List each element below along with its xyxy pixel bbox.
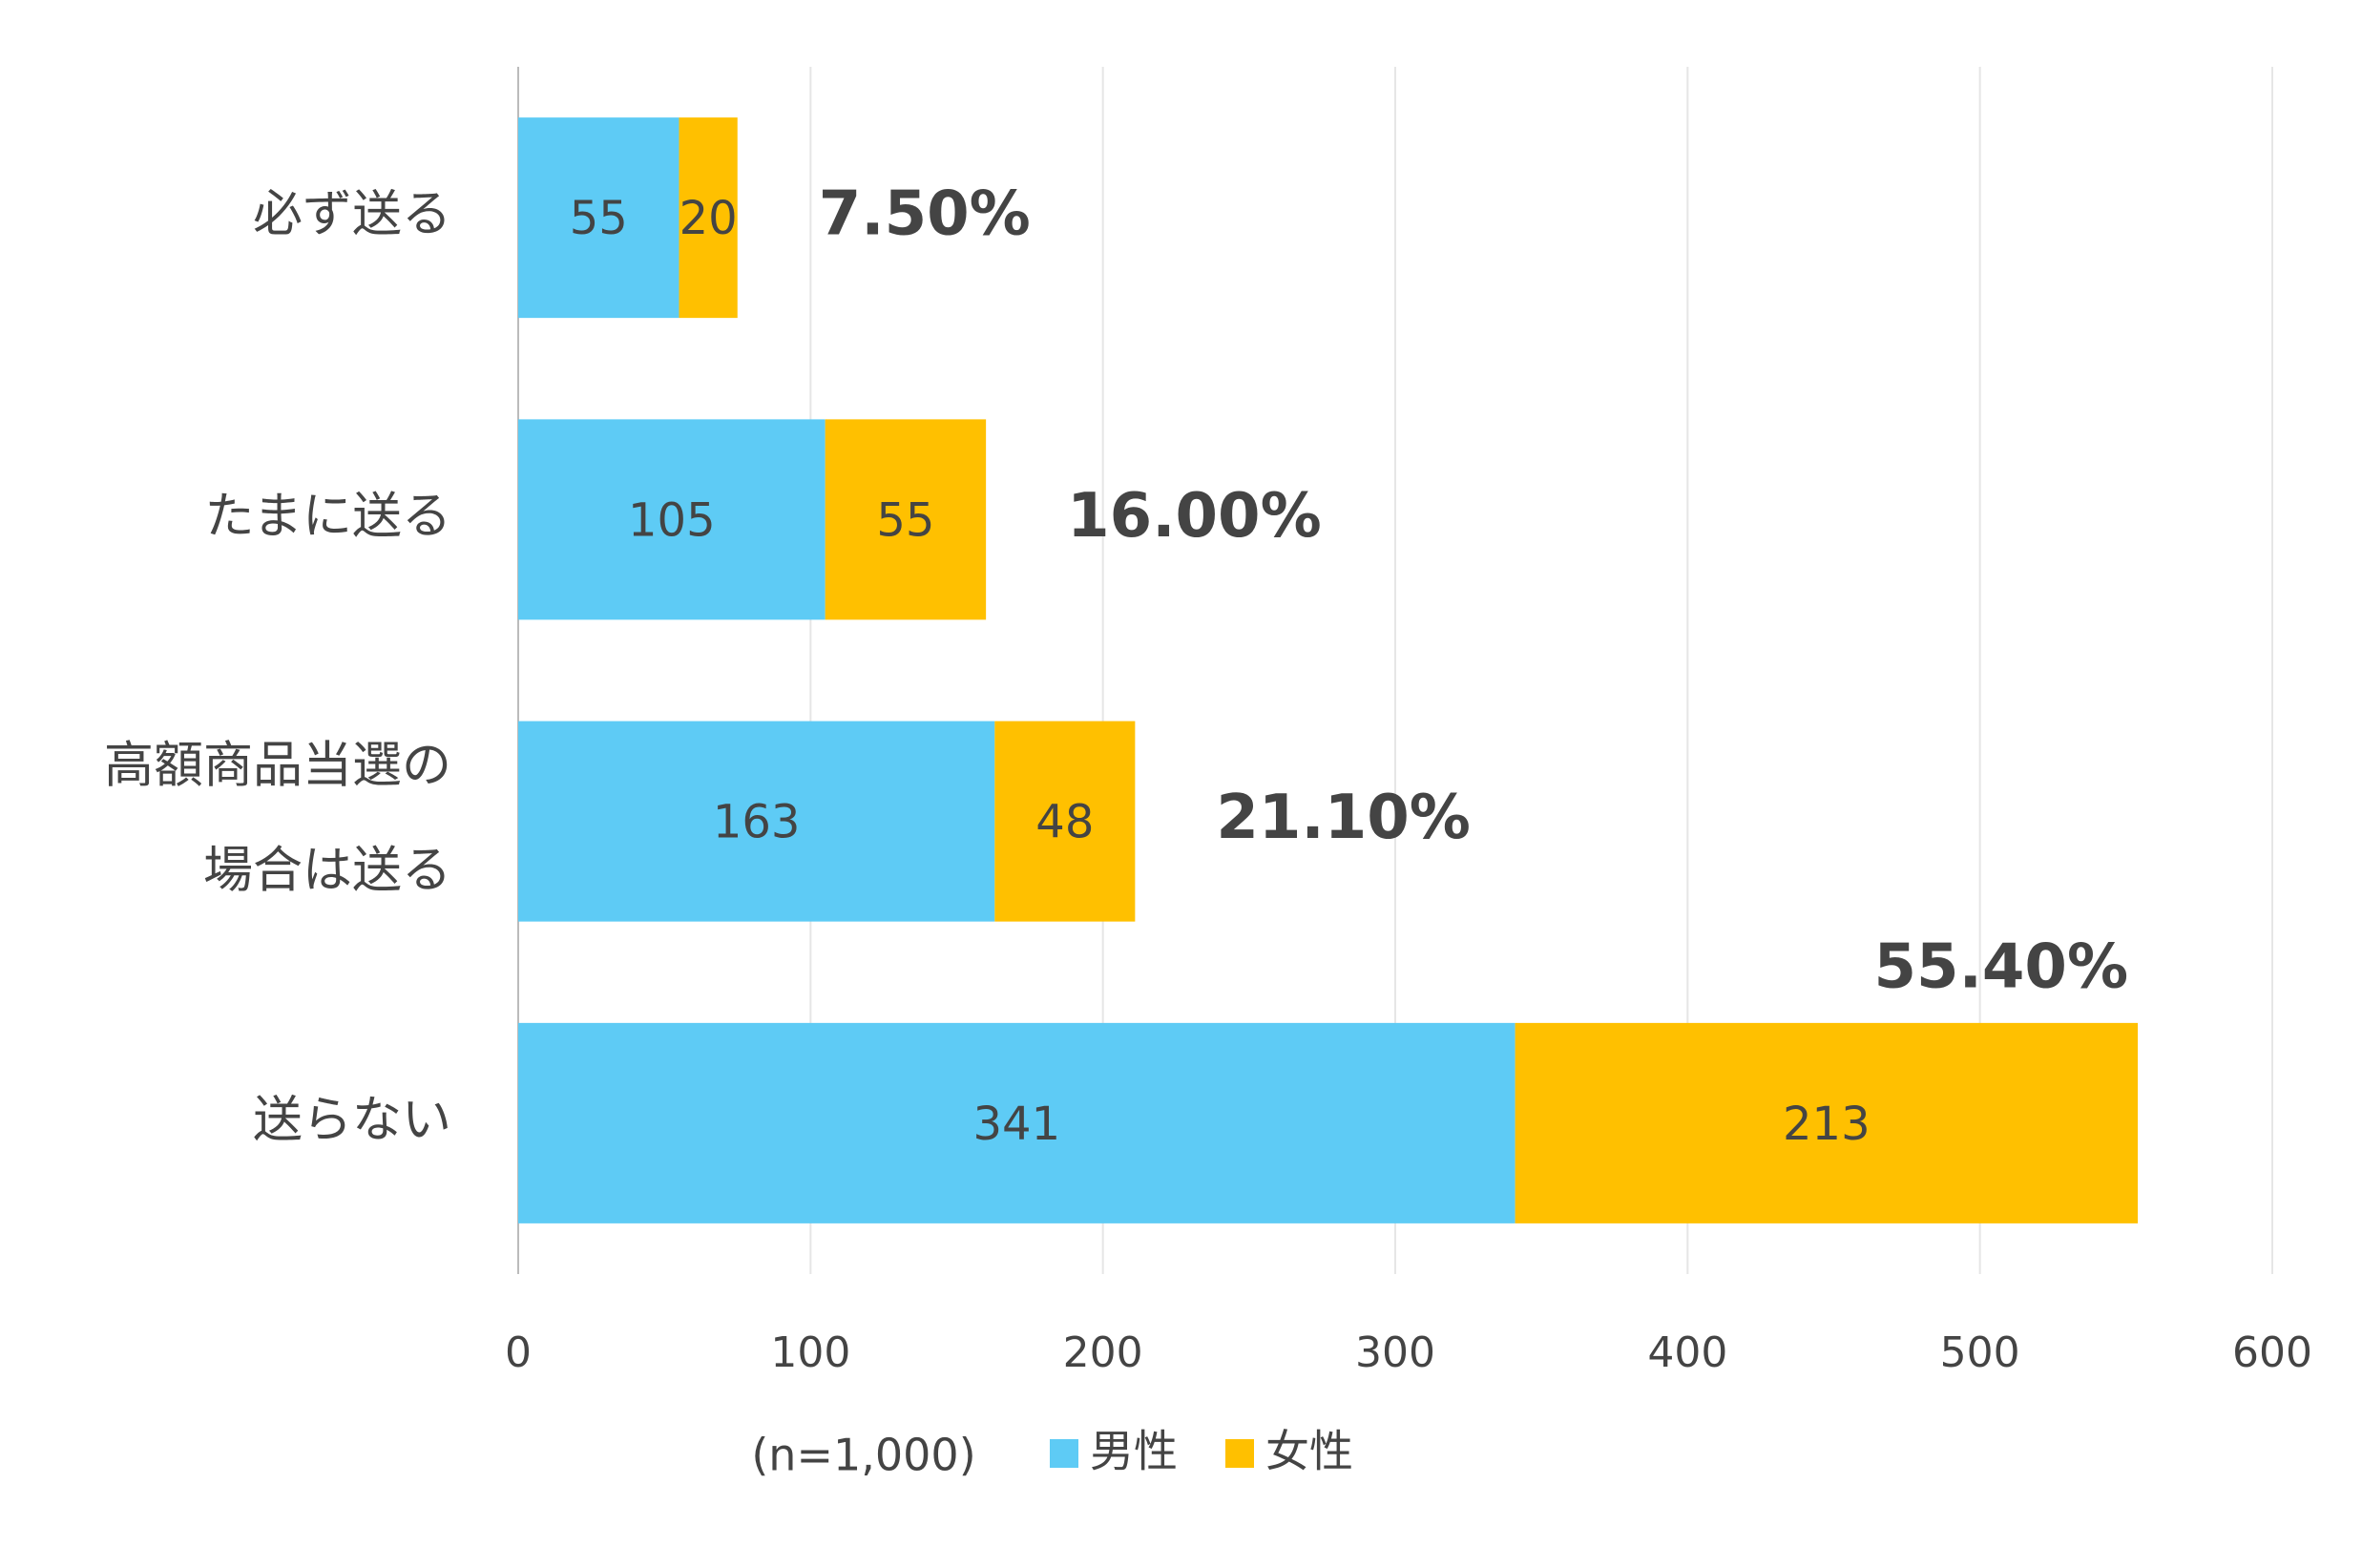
- x-tick-label: 500: [1940, 1328, 2020, 1377]
- legend-label: 男性: [1090, 1426, 1178, 1477]
- x-tick-label: 600: [2232, 1328, 2312, 1377]
- data-label: 20: [679, 192, 738, 245]
- bar-segment: [679, 117, 738, 319]
- legend-swatch: [1225, 1439, 1254, 1468]
- data-label: 48: [1035, 796, 1094, 849]
- bar-segment: [518, 419, 826, 620]
- bar-segment: [825, 419, 987, 620]
- bar-segment: [518, 117, 679, 319]
- bar-segment: [518, 721, 995, 922]
- data-label: 341: [972, 1098, 1060, 1151]
- x-tick-label: 300: [1355, 1328, 1435, 1377]
- x-tick-label: 100: [770, 1328, 850, 1377]
- y-tick-label: たまに送る: [205, 488, 451, 545]
- sample-note: (n=1,000): [751, 1430, 975, 1481]
- y-tick-label: 送らない: [253, 1092, 451, 1149]
- data-label: 213: [1783, 1098, 1871, 1151]
- x-tick-label: 200: [1063, 1328, 1143, 1377]
- share-label: 55.40%: [1874, 931, 2129, 1002]
- legend-swatch: [1050, 1439, 1078, 1468]
- x-tick-label: 0: [505, 1328, 532, 1377]
- data-label: 163: [713, 796, 801, 849]
- data-label: 55: [876, 493, 934, 547]
- data-label: 55: [570, 192, 628, 245]
- bar-segment: [1515, 1022, 2139, 1223]
- y-tick-label: 必ず送る: [253, 186, 451, 243]
- y-tick-label: 高額商品当選の場合は送る: [104, 738, 451, 900]
- share-label: 21.10%: [1216, 783, 1471, 853]
- bar-segment: [518, 1022, 1515, 1223]
- share-label: 7.50%: [819, 179, 1031, 250]
- data-label: 105: [628, 493, 716, 547]
- x-tick-label: 400: [1647, 1328, 1727, 1377]
- legend-label: 女性: [1265, 1426, 1353, 1477]
- bar-segment: [994, 721, 1136, 922]
- share-label: 16.00%: [1067, 481, 1322, 552]
